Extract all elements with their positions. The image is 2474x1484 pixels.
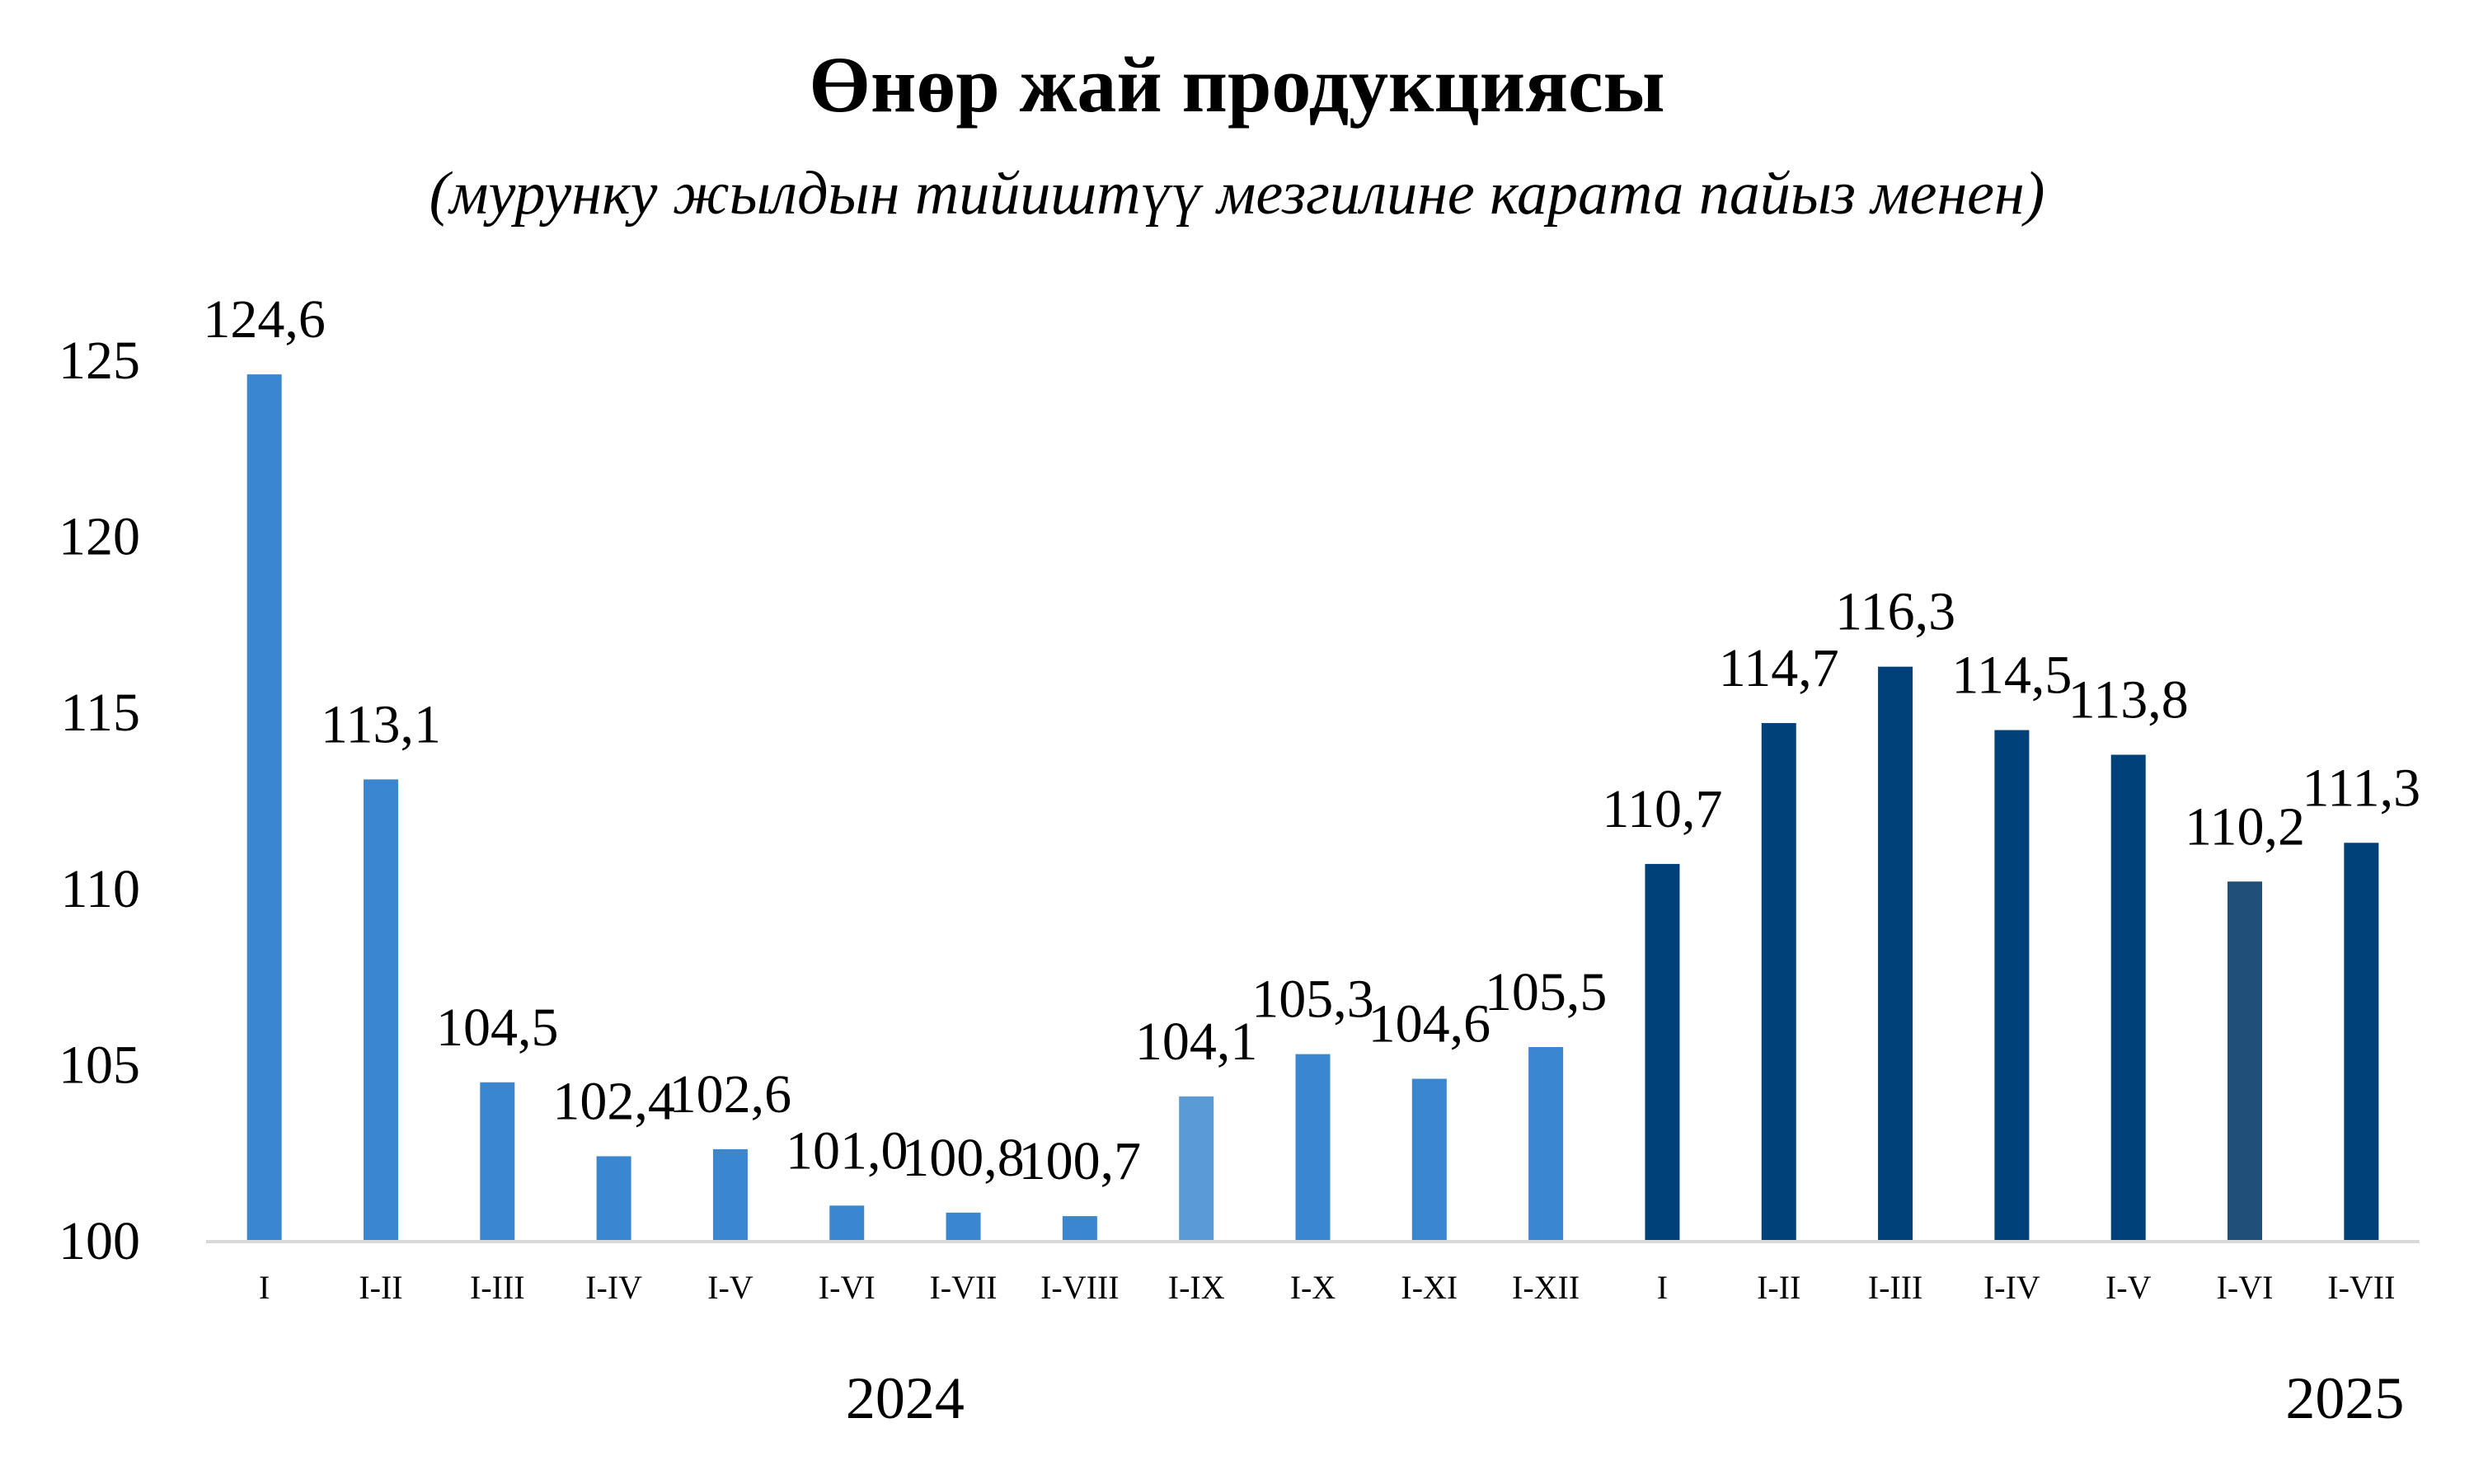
bar [1411,1078,1447,1241]
x-tick-label: I-XI [1401,1269,1458,1306]
data-label: 114,7 [1719,638,1839,698]
x-tick-label: I-V [707,1269,753,1306]
data-label: 102,6 [669,1064,792,1125]
chart-title: Өнөр жай продукциясы [809,40,1665,129]
bar [363,779,398,1241]
data-label: 101,0 [786,1120,908,1181]
bar [946,1212,981,1241]
x-tick-label: I-III [470,1269,525,1306]
bar [1994,730,2030,1241]
bars [246,374,2379,1241]
year-labels: 2024 2025 [846,1365,2404,1431]
data-label: 110,7 [1602,779,1722,839]
bar [2228,881,2263,1241]
data-label: 110,2 [2185,796,2305,857]
y-tick-label: 110 [60,859,140,919]
y-tick-label: 105 [59,1035,140,1095]
data-label: 124,6 [203,289,326,350]
bar [2344,843,2379,1241]
bar [596,1156,631,1241]
data-label: 102,4 [552,1071,675,1131]
bar [246,374,282,1241]
bar [1761,723,1796,1241]
x-tick-label: I-IV [1983,1269,2040,1306]
bar [1645,863,1680,1241]
x-tick-label: I [1657,1269,1668,1306]
bar [1878,666,1913,1241]
y-tick-label: 120 [59,507,140,567]
bar [1295,1054,1331,1241]
y-tick-label: 115 [60,683,140,743]
x-tick-label: I-VI [819,1269,876,1306]
x-tick-label: I-III [1868,1269,1923,1306]
x-tick-label: I-IX [1168,1269,1225,1306]
data-label: 105,5 [1485,962,1608,1022]
y-axis: 100 105 110 115 120 125 [59,331,140,1271]
bar [1528,1047,1564,1241]
year-label: 2024 [846,1365,965,1431]
x-tick-label: I [259,1269,270,1306]
x-tick-label: I-IV [585,1269,642,1306]
data-label: 116,3 [1835,582,1955,642]
data-label: 113,1 [321,694,441,754]
x-tick-label: I-V [2105,1269,2152,1306]
x-tick-label: I-VII [929,1269,997,1306]
bar [2110,754,2146,1241]
data-label: 104,1 [1135,1012,1258,1072]
bar [1062,1216,1097,1241]
bar [829,1205,865,1241]
data-label: 104,5 [436,998,559,1058]
data-label: 111,3 [2303,758,2421,818]
bar [712,1148,748,1241]
x-tick-label: I-VIII [1040,1269,1120,1306]
bar [1179,1096,1214,1241]
year-label: 2025 [2285,1365,2404,1431]
x-tick-label: I-X [1290,1269,1336,1306]
data-label: 113,8 [2068,669,2189,730]
data-label: 104,6 [1368,993,1491,1054]
data-labels: 124,6 113,1 104,5 102,4102,6101,0100,8100,7… [203,289,2420,1191]
data-label: 105,3 [1251,970,1374,1030]
x-tick-label: I-VII [2327,1269,2395,1306]
data-label: 114,5 [1951,646,2072,706]
x-tick-label: I-II [359,1269,402,1306]
data-label: 100,8 [902,1128,1025,1188]
bar [480,1082,515,1241]
x-tick-label: I-VI [2217,1269,2274,1306]
y-tick-label: 125 [59,331,140,391]
chart-subtitle: (мурунку жылдын тийиштүү мезгилине карат… [429,160,2045,228]
x-tick-label: I-XII [1512,1269,1580,1306]
data-label: 100,7 [1019,1131,1142,1191]
x-tick-label: I-II [1757,1269,1800,1306]
x-axis-labels: I I-II I-III I-IV I-V I-VI I-VII I-VIII I-IX I-X I… [259,1269,2395,1306]
y-tick-label: 100 [59,1211,140,1271]
